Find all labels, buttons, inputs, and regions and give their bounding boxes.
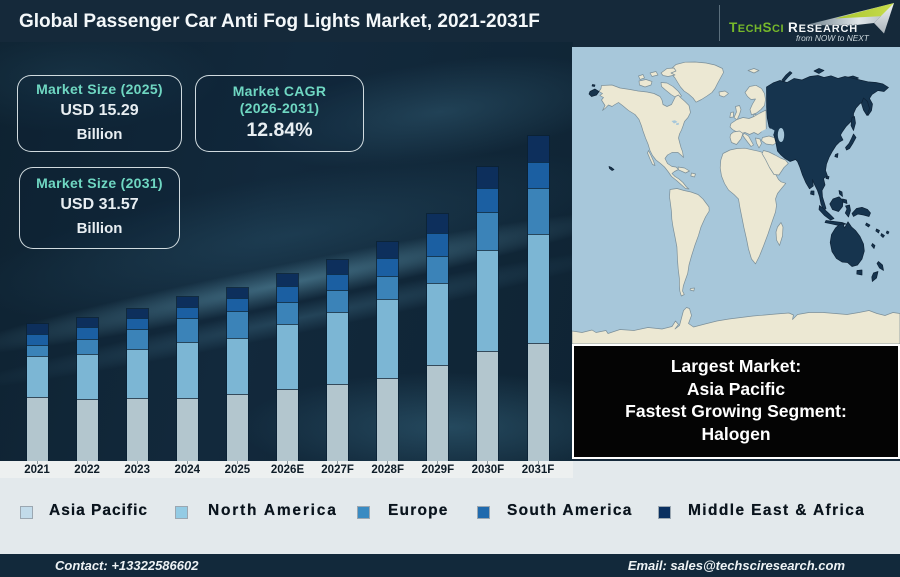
svg-text:RESEARCH: RESEARCH (788, 20, 858, 35)
svg-text:from NOW to NEXT: from NOW to NEXT (796, 33, 870, 43)
svg-text:TECHSCI: TECHSCI (729, 20, 784, 35)
